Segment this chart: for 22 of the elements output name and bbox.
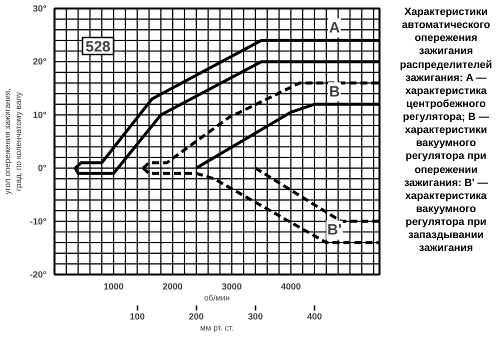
y-tick-label: -20°: [30, 270, 47, 280]
x-tick-label: 4000: [280, 282, 301, 292]
x-tick-label: 2000: [162, 282, 183, 292]
x-axis-title: об/мин: [204, 294, 230, 302]
annotation: 528: [86, 38, 111, 56]
x2-axis-title: мм рт. ст.: [200, 324, 234, 332]
x2-tick-label: 200: [188, 312, 204, 322]
x2-tick-label: 400: [306, 312, 322, 322]
y-tick-label: 10°: [32, 110, 47, 120]
x2-tick-label: 300: [248, 312, 263, 322]
x-tick-label: 3000: [222, 282, 242, 292]
y-tick-label: 20°: [32, 56, 47, 67]
y-axis-title: угол опережения зажигания, град. по коленчатому валу: [3, 88, 23, 194]
y-tick-label: 0°: [38, 163, 47, 174]
series-label: A: [329, 19, 340, 36]
series-label: B: [329, 83, 340, 100]
x-tick-label: 1000: [104, 282, 124, 292]
series-label: B': [327, 222, 342, 239]
y-tick-label: 30°: [32, 4, 47, 14]
y-tick-label: -10°: [30, 216, 47, 226]
x2-tick-label: 100: [130, 312, 145, 322]
text: Характеристики автоматического опережения зажигания распределителей зажигания: A — характеристика центробежного регулятора; B — характеристики вакуумного регулятора при опережении зажигания: B' — характеристика вакуумного регулятора при запаздывании зажигания: [400, 6, 492, 254]
